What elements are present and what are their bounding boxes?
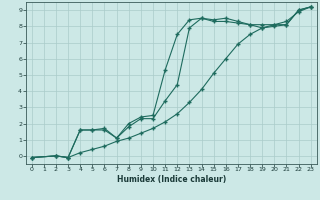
X-axis label: Humidex (Indice chaleur): Humidex (Indice chaleur) [116,175,226,184]
